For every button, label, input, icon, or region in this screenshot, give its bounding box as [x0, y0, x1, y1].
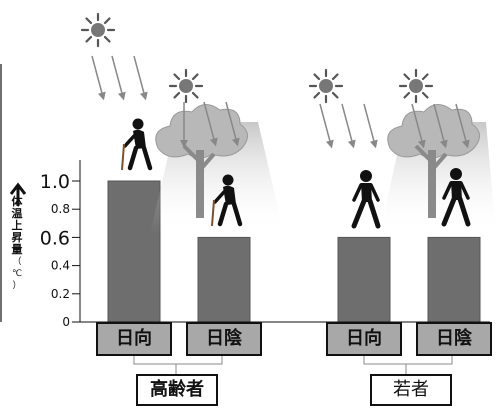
group-label: 若者 [370, 374, 452, 406]
bar [337, 236, 391, 323]
bar [197, 236, 251, 323]
category-label: 日陰 [416, 322, 492, 356]
sun-ray-arrow [129, 54, 151, 103]
sun-ray-arrow [315, 102, 337, 151]
group-bracket [363, 356, 453, 374]
sun-icon [398, 68, 434, 104]
sun-icon [168, 68, 204, 104]
category-label: 日陰 [186, 322, 262, 356]
y-axis-title: 体温上昇量（℃） [11, 195, 23, 292]
sun-ray-arrow [87, 54, 109, 103]
y-tick-label: 0.4 [51, 259, 70, 273]
y-tick-label: 0.6 [40, 227, 70, 249]
bar [427, 236, 481, 323]
walking-person-icon [441, 168, 471, 227]
sun-ray-arrow [359, 102, 381, 151]
y-tick-label: 0.2 [51, 287, 70, 301]
sun-icon [308, 68, 344, 104]
sun-icon [80, 12, 116, 48]
walking-person-icon [351, 170, 381, 229]
sun-ray-arrow [337, 102, 359, 151]
y-tick-label: 1.0 [40, 171, 70, 193]
bars [107, 180, 481, 323]
category-label: 日向 [326, 322, 402, 356]
bar [107, 180, 161, 323]
category-label: 日向 [96, 322, 172, 356]
group-label: 高齢者 [136, 374, 218, 406]
elderly-person-icon [121, 118, 153, 171]
y-ticks: 0 0.2 0.4 0.6 0.8 1.0 [40, 160, 81, 329]
sun-ray-arrow [107, 54, 129, 103]
group-bracket [133, 356, 223, 374]
y-tick-label: 0 [62, 315, 70, 329]
elderly-person-icon [211, 174, 243, 227]
y-tick-label: 0.8 [51, 202, 70, 216]
illustrations [80, 12, 496, 234]
up-arrow-icon [9, 182, 27, 206]
